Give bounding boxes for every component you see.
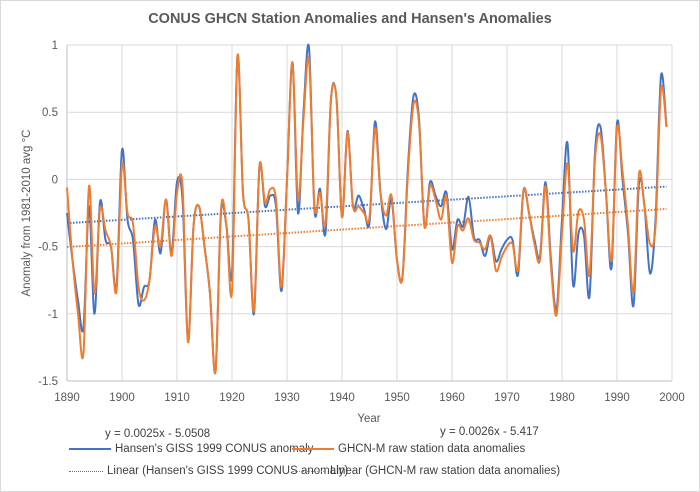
- legend-label: GHCN-M raw station data anomalies: [338, 443, 526, 455]
- series-line-hansen: [66, 43, 668, 375]
- chart-title: CONUS GHCN Station Anomalies and Hansen'…: [148, 11, 552, 27]
- x-tick-label: 1990: [604, 392, 630, 404]
- legend-swatch-dotted-orange: [292, 470, 326, 472]
- x-tick-label: 1980: [549, 392, 575, 404]
- x-tick-label: 1890: [54, 392, 80, 404]
- x-tick-label: 1920: [219, 392, 245, 404]
- x-tick-label: 1900: [109, 392, 135, 404]
- y-tick-label: -0.5: [38, 242, 58, 254]
- y-axis-ticks: 1 0.5 0 -0.5 -1 -1.5: [38, 40, 58, 388]
- y-tick-label: 0: [52, 174, 58, 186]
- trendline-equation-hansen: y = 0.0025x - 5.0508: [105, 428, 211, 440]
- x-tick-label: 1970: [494, 392, 520, 404]
- legend-swatch-solid-orange: [292, 448, 334, 450]
- legend-swatch-dotted-blue: [69, 470, 103, 472]
- trendlines: [66, 185, 667, 249]
- legend-label: Hansen's GISS 1999 CONUS anomaly: [115, 443, 314, 455]
- x-tick-label: 1960: [439, 392, 465, 404]
- x-tick-label: 1910: [164, 392, 190, 404]
- trendline-hansen: [66, 185, 667, 225]
- x-tick-label: 1950: [384, 392, 410, 404]
- y-tick-label: -1.5: [38, 376, 58, 388]
- legend-label: Linear (GHCN-M raw station data anomalie…: [330, 465, 561, 477]
- legend-swatch-solid-blue: [69, 448, 111, 450]
- trendline-ghcn: [66, 207, 667, 249]
- trendline-equation-ghcn: y = 0.0026x - 5.417: [440, 426, 539, 438]
- legend-item-linear-ghcn: Linear (GHCN-M raw station data anomalie…: [292, 465, 560, 477]
- legend-item-linear-hansen: Linear (Hansen's GISS 1999 CONUS anomaly…: [69, 465, 348, 477]
- y-tick-label: -1: [48, 309, 58, 321]
- y-tick-label: 0.5: [42, 107, 58, 119]
- x-tick-label: 1930: [274, 392, 300, 404]
- x-axis-ticks: 1890 1900 1910 1920 1930 1940 1950 1960 1970 1980…: [54, 392, 685, 404]
- y-tick-label: 1: [52, 40, 58, 52]
- x-tick-label: 1940: [329, 392, 355, 404]
- x-tick-label: 2000: [659, 392, 685, 404]
- legend-item-ghcn: GHCN-M raw station data anomalies: [292, 443, 525, 455]
- series-line-ghcn: [66, 53, 668, 375]
- y-axis-label: Anomaly from 1981-2010 avg °C: [21, 130, 33, 297]
- data-series: [66, 43, 668, 375]
- legend-item-hansen: Hansen's GISS 1999 CONUS anomaly: [69, 443, 313, 455]
- x-axis-label: Year: [357, 413, 380, 425]
- legend-label: Linear (Hansen's GISS 1999 CONUS anomaly…: [107, 465, 349, 477]
